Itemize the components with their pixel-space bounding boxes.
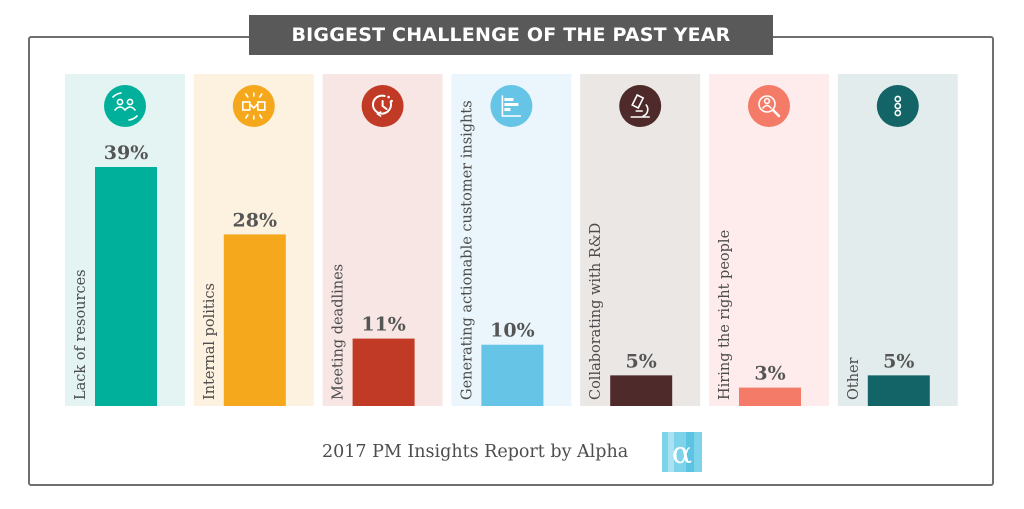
category-column: 39% Lack of resources [65,74,185,406]
category-label: Internal politics [202,283,218,400]
column-panel [709,74,829,406]
category-label: Collaborating with R&D [588,223,604,400]
category-column: 5% Other [837,74,958,406]
alpha-logo-glyph: α [672,436,692,471]
column-panel [580,74,701,406]
person-search-icon [748,85,790,127]
bar [867,375,930,406]
category-column: 10% Generating actionable customer insigh… [451,74,572,406]
page-title: BIGGEST CHALLENGE OF THE PAST YEAR [291,24,731,46]
deadline-timer-icon [361,85,404,127]
category-label: Hiring the right people [717,230,733,400]
column-panel [837,74,958,406]
handshake-icon [232,85,275,127]
category-label: Lack of resources [73,269,89,400]
more-dots-icon [876,85,919,127]
bar-chart-icon [490,85,533,127]
bar [481,344,544,406]
bar [739,387,801,406]
category-column: 3% Hiring the right people [709,74,829,406]
alpha-logo: α [662,432,702,472]
bar [95,167,157,406]
category-column: 11% Meeting deadlines [322,74,443,406]
bar [223,234,286,406]
value-label: 10% [490,320,535,342]
category-label: Meeting deadlines [331,264,347,400]
title-banner: BIGGEST CHALLENGE OF THE PAST YEAR [249,15,773,55]
value-label: 39% [104,142,149,164]
value-label: 11% [361,314,406,336]
category-column: 28% Internal politics [193,74,314,406]
microscope-icon [619,85,662,127]
value-label: 3% [754,363,785,385]
category-column: 5% Collaborating with R&D [580,74,701,406]
category-label: Generating actionable customer insights [459,100,475,400]
footer-credit: 2017 PM Insights Report by Alpha [322,442,629,462]
value-label: 28% [233,209,278,231]
value-label: 5% [883,350,914,372]
footer: 2017 PM Insights Report by Alpha [0,438,1024,470]
category-label: Other [846,357,862,400]
value-label: 5% [626,350,657,372]
people-cycle-icon [104,85,146,127]
bar [610,375,673,406]
bar [352,338,415,406]
